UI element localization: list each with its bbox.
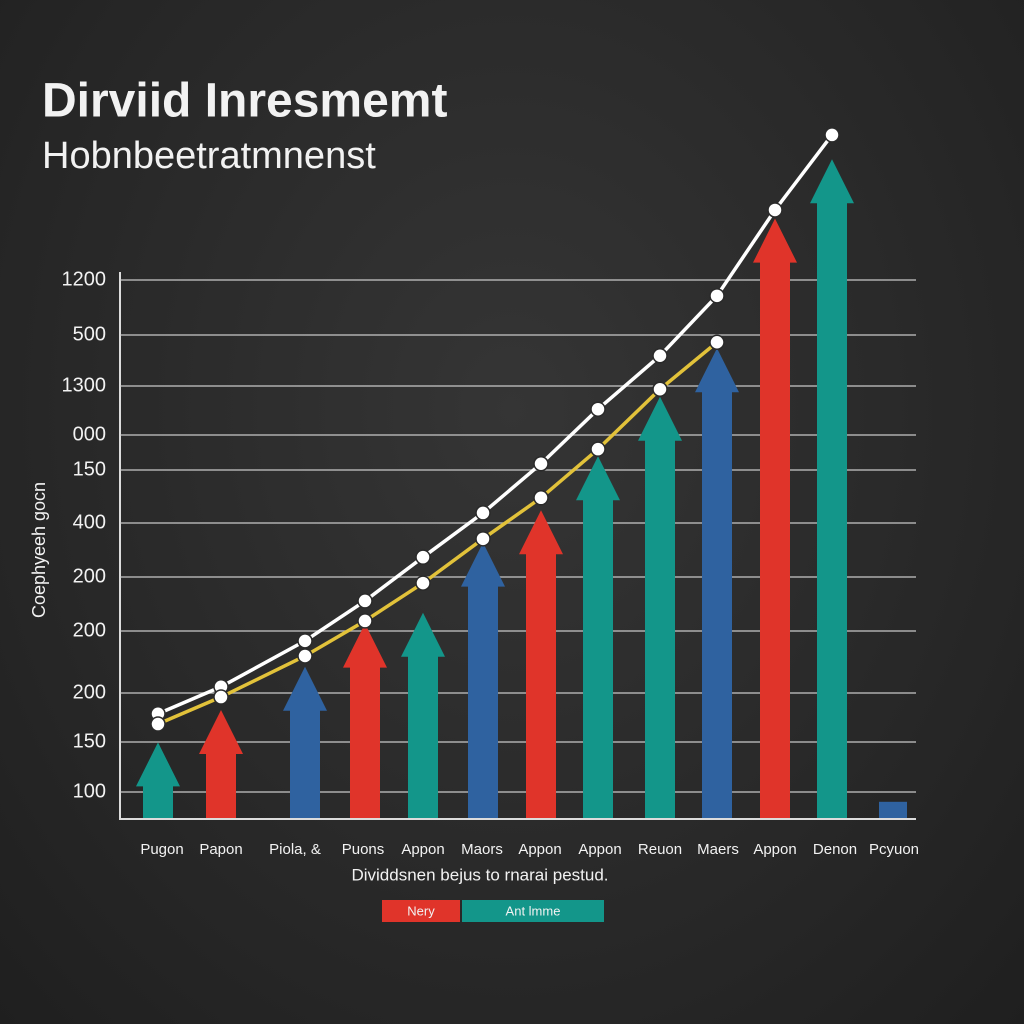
x-tick-label: Pcyuon <box>869 841 919 858</box>
y-tick-label: 200 <box>73 565 106 587</box>
x-tick-label: Appon <box>578 841 621 858</box>
bar <box>810 159 854 818</box>
legend-label: Ant lmme <box>506 903 561 918</box>
bar <box>879 801 907 818</box>
y-tick-label: 150 <box>73 730 106 752</box>
line-point <box>709 334 725 351</box>
bar <box>136 742 180 818</box>
line-point <box>824 127 840 143</box>
x-tick-label: Appon <box>401 841 444 858</box>
line <box>157 340 719 726</box>
line-point <box>415 549 431 565</box>
line-point <box>297 633 313 649</box>
line-point <box>533 490 549 506</box>
line-point <box>590 401 606 417</box>
x-tick-label: Papon <box>199 841 242 858</box>
legend-label: Nery <box>407 903 435 918</box>
y-tick-label: 1300 <box>62 374 107 396</box>
y-tick-label: 100 <box>73 780 106 802</box>
y-tick-label: 200 <box>73 619 106 641</box>
bar <box>695 348 739 818</box>
bar <box>576 456 620 818</box>
line-point <box>767 202 783 218</box>
bar <box>461 542 505 818</box>
bar <box>283 666 327 818</box>
line-point <box>297 648 313 664</box>
x-tick-label: Puons <box>342 841 385 858</box>
line-point <box>150 716 166 732</box>
x-tick-label: Appon <box>753 841 796 858</box>
line-point <box>357 613 373 629</box>
line-point <box>475 531 491 547</box>
bar <box>199 710 243 818</box>
x-tick-label: Pugon <box>140 841 183 858</box>
bar <box>638 396 682 818</box>
y-tick-label: 150 <box>73 458 106 480</box>
legend-swatch <box>382 900 460 922</box>
x-tick-label: Appon <box>518 841 561 858</box>
line <box>157 133 834 716</box>
line-point <box>709 288 725 304</box>
x-tick-label: Piola, & <box>269 841 321 858</box>
line-point <box>590 441 606 457</box>
y-tick-label: 500 <box>73 323 106 345</box>
line-point <box>475 505 491 521</box>
y-axis-label: Coephyeeh gocn <box>29 482 49 618</box>
line-point <box>415 575 431 591</box>
chart-subtitle: Hobnbeetratmnenst <box>42 135 376 177</box>
bar <box>401 612 445 818</box>
line-point <box>652 381 668 397</box>
x-axis-label: Dividdsnen bejus to rnarai pestud. <box>351 865 608 884</box>
y-tick-label: 400 <box>73 511 106 533</box>
x-tick-label: Maors <box>461 841 503 858</box>
line-point <box>652 348 668 364</box>
bar <box>753 218 797 819</box>
bar <box>343 623 387 818</box>
y-tick-label: 200 <box>73 681 106 703</box>
x-tick-label: Denon <box>813 841 857 858</box>
y-tick-label: 1200 <box>62 268 107 290</box>
chart-title: Dirviid Inresmemt <box>42 75 447 128</box>
bar <box>519 510 563 818</box>
line-point <box>533 456 549 472</box>
legend-swatch <box>462 900 604 922</box>
x-tick-label: Reuon <box>638 841 682 858</box>
x-tick-label: Maers <box>697 841 739 858</box>
line-point <box>357 593 373 609</box>
line-point <box>213 689 229 705</box>
y-tick-label: 000 <box>73 423 106 445</box>
